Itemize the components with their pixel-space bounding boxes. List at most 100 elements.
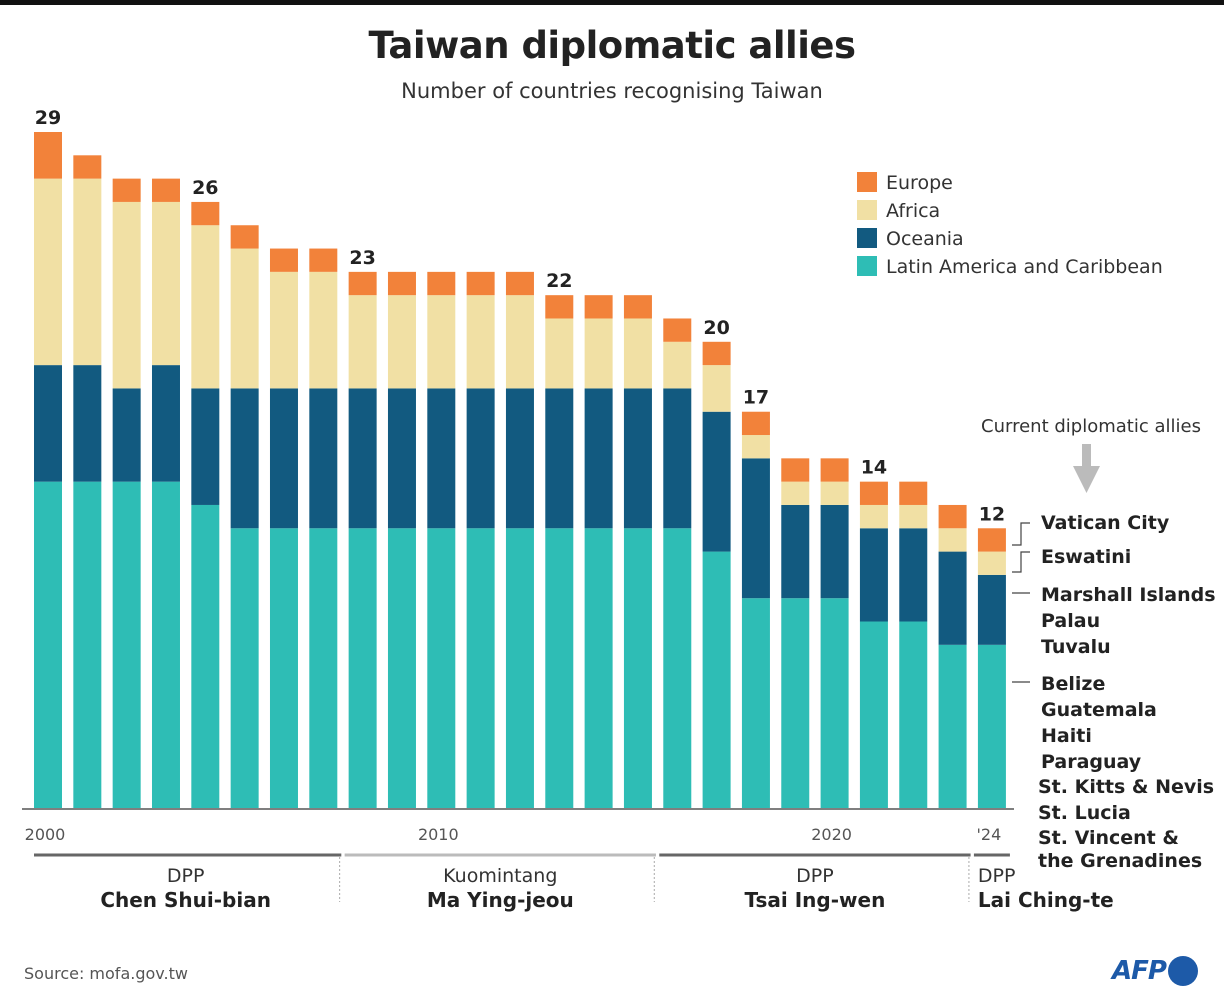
country-label: Belize bbox=[1041, 673, 1105, 695]
bar-segment-oceania-2000 bbox=[34, 365, 62, 482]
bar-segment-africa-2019 bbox=[781, 481, 810, 505]
bar-segment-africa-2002 bbox=[112, 201, 141, 389]
bar-segment-oceania-2021 bbox=[859, 528, 888, 622]
bar-segment-oceania-2018 bbox=[741, 458, 770, 599]
period-party: DPP bbox=[796, 865, 834, 887]
bar-segment-europe-2016 bbox=[663, 318, 692, 342]
bar-segment-africa-2012 bbox=[505, 295, 534, 389]
bar-segment-latin-america-and-caribbean-2017 bbox=[702, 551, 731, 808]
bar-segment-latin-america-and-caribbean-2008 bbox=[348, 528, 377, 808]
bar-segment-africa-2011 bbox=[466, 295, 495, 389]
x-tick-label: '24 bbox=[977, 825, 1002, 844]
period-leader: Tsai Ing-wen bbox=[745, 888, 886, 912]
bar-value-label: 17 bbox=[743, 387, 769, 409]
arrow-down-icon-head bbox=[1073, 466, 1100, 493]
bar-segment-europe-2003 bbox=[151, 178, 180, 202]
bar-segment-latin-america-and-caribbean-2014 bbox=[584, 528, 613, 808]
connector-africa bbox=[1012, 551, 1030, 573]
bar-segment-europe-2010 bbox=[427, 271, 456, 296]
legend-swatch bbox=[857, 200, 877, 220]
legend-swatch bbox=[857, 228, 877, 248]
x-tick-label: 2020 bbox=[811, 825, 852, 844]
bar-segment-europe-2018 bbox=[741, 411, 770, 436]
bar-segment-oceania-2009 bbox=[387, 388, 416, 529]
top-rule bbox=[0, 0, 1224, 5]
bar-segment-africa-2000 bbox=[34, 178, 62, 366]
bar-segment-africa-2007 bbox=[309, 271, 338, 389]
x-tick-label: 2000 bbox=[25, 825, 66, 844]
bar-segment-latin-america-and-caribbean-2021 bbox=[859, 621, 888, 808]
bar-segment-latin-america-and-caribbean-2019 bbox=[781, 598, 810, 808]
bar-segment-africa-2004 bbox=[191, 225, 220, 389]
bar-segment-latin-america-and-caribbean-2002 bbox=[112, 481, 141, 808]
bar-segment-europe-2006 bbox=[269, 248, 298, 272]
bar-segment-oceania-2011 bbox=[466, 388, 495, 529]
bar-value-label: 14 bbox=[861, 457, 887, 479]
bar-segment-europe-2013 bbox=[545, 295, 574, 319]
bar-segment-oceania-2014 bbox=[584, 388, 613, 529]
bar-segment-africa-2005 bbox=[230, 248, 259, 389]
bar-segment-latin-america-and-caribbean-2005 bbox=[230, 528, 259, 808]
bar-segment-oceania-2001 bbox=[73, 365, 102, 482]
country-label: Paraguay bbox=[1041, 751, 1142, 773]
bar-segment-europe-2015 bbox=[623, 295, 652, 319]
bar-segment-oceania-2020 bbox=[820, 504, 849, 599]
connector-europe bbox=[1012, 522, 1030, 546]
chart-subtitle: Number of countries recognising Taiwan bbox=[401, 79, 823, 103]
period-party: Kuomintang bbox=[443, 865, 557, 887]
bar-segment-europe-2020 bbox=[820, 458, 849, 482]
period-party: DPP bbox=[167, 865, 205, 887]
bar-segment-latin-america-and-caribbean-2004 bbox=[191, 504, 220, 808]
bar-segment-latin-america-and-caribbean-2024 bbox=[977, 644, 1006, 808]
bar-segment-oceania-2002 bbox=[112, 388, 141, 482]
bar-segment-latin-america-and-caribbean-2023 bbox=[938, 644, 967, 808]
bar-segment-europe-2011 bbox=[466, 271, 495, 296]
bar-segment-africa-2003 bbox=[151, 201, 180, 366]
bar-segment-latin-america-and-caribbean-2022 bbox=[899, 621, 928, 808]
bar-segment-africa-2001 bbox=[73, 178, 102, 366]
country-label: Eswatini bbox=[1041, 546, 1131, 568]
source-note: Source: mofa.gov.tw bbox=[24, 964, 188, 983]
bar-segment-oceania-2006 bbox=[269, 388, 298, 529]
bar-segment-africa-2017 bbox=[702, 365, 731, 412]
bar-segment-africa-2020 bbox=[820, 481, 849, 505]
country-label: Marshall Islands bbox=[1041, 584, 1216, 606]
country-label: Guatemala bbox=[1041, 699, 1157, 721]
bar-segment-africa-2013 bbox=[545, 318, 574, 389]
bar-segment-latin-america-and-caribbean-2007 bbox=[309, 528, 338, 808]
legend-swatch bbox=[857, 172, 877, 192]
bar-segment-oceania-2003 bbox=[151, 365, 180, 482]
bar-segment-europe-2019 bbox=[781, 458, 810, 482]
bar-segment-oceania-2005 bbox=[230, 388, 259, 529]
bar-segment-oceania-2017 bbox=[702, 411, 731, 552]
legend-label: Europe bbox=[886, 172, 953, 194]
bar-segment-oceania-2019 bbox=[781, 504, 810, 599]
bar-segment-africa-2014 bbox=[584, 318, 613, 389]
bar-value-label: 26 bbox=[192, 177, 218, 199]
bar-value-label: 23 bbox=[349, 247, 375, 269]
bar-segment-africa-2022 bbox=[899, 504, 928, 529]
bar-segment-europe-2017 bbox=[702, 341, 731, 366]
bar-value-label: 22 bbox=[546, 270, 572, 292]
bar-segment-oceania-2024 bbox=[977, 574, 1006, 645]
bar-segment-latin-america-and-caribbean-2006 bbox=[269, 528, 298, 808]
legend-label: Africa bbox=[886, 200, 940, 222]
bar-segment-africa-2016 bbox=[663, 341, 692, 389]
bar-segment-latin-america-and-caribbean-2010 bbox=[427, 528, 456, 808]
bar-segment-europe-2005 bbox=[230, 225, 259, 249]
bar-segment-africa-2023 bbox=[938, 528, 967, 552]
bar-segment-latin-america-and-caribbean-2001 bbox=[73, 481, 102, 808]
bar-segment-oceania-2007 bbox=[309, 388, 338, 529]
bar-segment-oceania-2023 bbox=[938, 551, 967, 645]
bar-segment-africa-2018 bbox=[741, 435, 770, 459]
country-label: St. Kitts & Nevis bbox=[1038, 776, 1214, 798]
legend-label: Latin America and Caribbean bbox=[886, 256, 1163, 278]
bar-segment-oceania-2010 bbox=[427, 388, 456, 529]
country-label: Haiti bbox=[1041, 725, 1092, 747]
bar-segment-oceania-2008 bbox=[348, 388, 377, 529]
period-leader: Ma Ying-jeou bbox=[427, 888, 574, 912]
period-leader: Chen Shui-bian bbox=[100, 888, 271, 912]
bar-segment-europe-2021 bbox=[859, 481, 888, 505]
bar-segment-europe-2009 bbox=[387, 271, 416, 296]
